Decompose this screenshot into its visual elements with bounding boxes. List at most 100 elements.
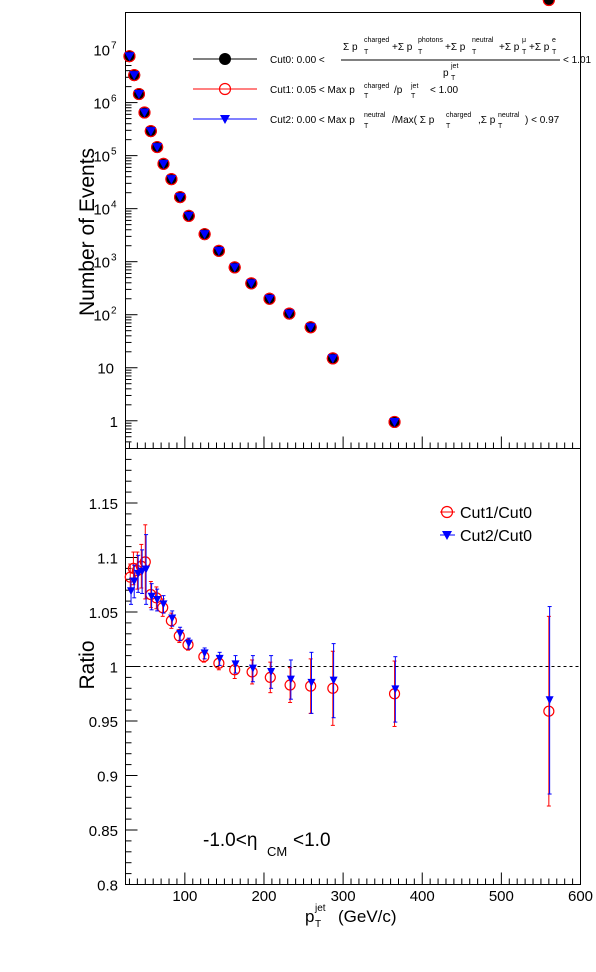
top-y-tick-exponent: 7 xyxy=(111,41,117,52)
bottom-y-tick-label: 1.1 xyxy=(97,551,118,568)
top-y-axis-label: Number of Events xyxy=(76,148,99,316)
cut1-point xyxy=(245,277,258,290)
legend-cut2-sub3: T xyxy=(498,123,503,130)
cut1-point xyxy=(138,106,151,119)
ratio2-point xyxy=(159,600,168,609)
cut2-point xyxy=(199,230,210,240)
ratio2-point xyxy=(391,685,400,694)
cut2-point xyxy=(129,71,140,81)
top-y-tick-label: 10 xyxy=(93,255,110,272)
legend-ratio2-label: Cut2/Cut0 xyxy=(460,528,532,545)
legend-den-sub: T xyxy=(451,75,456,82)
cut2-point xyxy=(389,417,400,427)
top-y-tick-label: 1 xyxy=(110,414,118,431)
cut1-point xyxy=(388,415,401,429)
cut2-point xyxy=(327,354,338,364)
cut1-point xyxy=(182,209,195,223)
top-y-tick-label: 10 xyxy=(97,361,114,378)
cut2-point xyxy=(213,246,224,256)
top-y-tick-label: 10 xyxy=(93,149,110,166)
legend-num-sup5: e xyxy=(552,37,556,44)
legend-cut2-sub1: T xyxy=(364,123,369,130)
ratio2-point xyxy=(248,664,257,673)
top-y-tick-label: 10 xyxy=(93,96,110,113)
legend-num-sub2: T xyxy=(418,49,423,56)
top-y-tick-exponent: 5 xyxy=(111,147,117,158)
top-panel-frame xyxy=(125,12,581,449)
legend-cut1-rest: /p xyxy=(394,85,403,96)
ratio2-point xyxy=(134,569,143,578)
bottom-y-tick-label: 1 xyxy=(110,660,118,677)
cut2-point xyxy=(246,279,257,289)
cut2-point xyxy=(139,108,150,118)
legend-cut0-suffix: < 1.01 xyxy=(563,55,592,66)
cut1-point xyxy=(128,68,141,82)
cut2-point xyxy=(175,193,186,203)
top-marks xyxy=(123,0,555,429)
top-y-tick-label: 10 xyxy=(93,202,110,219)
legend-cut2-sup1: neutral xyxy=(364,112,386,119)
legend-cut1-end: < 1.00 xyxy=(430,85,459,96)
legend-num-sigma2: +Σ p xyxy=(392,42,413,53)
top-y-tick-exponent: 6 xyxy=(111,94,117,105)
legend-num-sigma1: Σ p xyxy=(343,42,358,53)
ratio2-point xyxy=(200,649,209,658)
cut2-point xyxy=(284,309,295,319)
x-tick-label: 200 xyxy=(251,888,276,905)
ratio2-point xyxy=(231,660,240,669)
cut1-point xyxy=(151,140,164,154)
bottom-y-tick-label: 1.05 xyxy=(89,605,118,622)
bottom-y-tick-label: 1.15 xyxy=(89,496,118,513)
legend-ratio1-label: Cut1/Cut0 xyxy=(460,505,532,522)
cut1-point xyxy=(123,50,136,63)
cut1-point xyxy=(304,321,317,334)
cut1-point xyxy=(198,228,211,241)
legend-cut1-text: Cut1: 0.05 < Max p xyxy=(270,85,355,96)
cut1-point xyxy=(263,292,276,305)
x-tick-label: 100 xyxy=(172,888,197,905)
cut1-point xyxy=(165,173,178,186)
top-legend: Cut0: 0.00 < Σ p charged T +Σ p photons … xyxy=(193,37,592,130)
legend-cut2-mid: ,Σ p xyxy=(478,115,496,126)
eta-annotation-a: -1.0<η xyxy=(203,830,257,851)
ratio2-point xyxy=(130,577,139,586)
legend-num-sigma5: +Σ p xyxy=(529,42,550,53)
ratio2-point xyxy=(267,667,276,676)
legend-cut2-marker xyxy=(220,115,230,124)
cut1-point xyxy=(542,0,555,7)
ratio2-point xyxy=(329,676,338,685)
cut2-point xyxy=(124,52,135,62)
ratio2-point xyxy=(184,639,193,648)
ratio2-point xyxy=(215,654,224,663)
x-tick-label: 500 xyxy=(489,888,514,905)
ratio2-point xyxy=(168,614,177,623)
top-y-tick-exponent: 2 xyxy=(111,306,117,317)
legend-num-sub3: T xyxy=(472,49,477,56)
legend-cut1-marker xyxy=(218,82,232,96)
legend-num-sub4: T xyxy=(522,49,527,56)
x-axis-title: p jet T (GeV/c) xyxy=(305,903,397,930)
ratio2-point xyxy=(138,567,147,576)
cut2-point xyxy=(152,143,163,153)
ratio2-point xyxy=(142,565,151,574)
legend-num-sup1: charged xyxy=(364,37,389,44)
legend-num-sup2: photons xyxy=(418,37,443,44)
x-tick-label: 400 xyxy=(410,888,435,905)
eta-annotation-sub: CM xyxy=(267,844,287,859)
cut1-point xyxy=(283,307,296,320)
legend-num-sub1: T xyxy=(364,49,369,56)
top-y-tick-exponent: 4 xyxy=(111,200,117,211)
ratio2-point xyxy=(153,596,162,605)
legend-cut2-text: Cut2: 0.00 < Max p xyxy=(270,115,355,126)
legend-ratio2-marker xyxy=(442,531,452,540)
ratio2-point xyxy=(307,678,316,687)
ratio1-point xyxy=(543,705,555,717)
bottom-marks xyxy=(124,524,555,807)
legend-cut0-marker xyxy=(219,53,231,65)
ratio2-point xyxy=(176,629,185,638)
top-y-tick-label: 10 xyxy=(93,43,110,60)
bottom-y-tick-label: 0.95 xyxy=(89,714,118,731)
legend-num-sub5: T xyxy=(552,49,557,56)
